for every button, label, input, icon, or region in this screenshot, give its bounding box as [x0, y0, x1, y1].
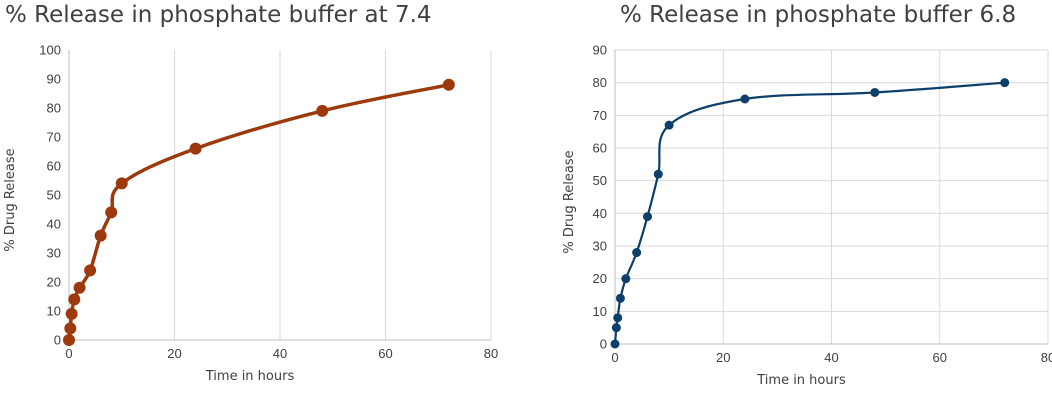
data-point [63, 334, 75, 346]
data-point [316, 104, 329, 117]
y-tick-label: 80 [47, 101, 61, 116]
x-tick-label: 80 [1041, 350, 1052, 365]
chart-panel-ph68: % Release in phosphate buffer 6.8 0 20 40 6… [540, 0, 1052, 404]
x-tick-label: 60 [378, 346, 392, 361]
data-point [94, 229, 107, 242]
y-tick-label: 40 [47, 217, 61, 232]
y-tick-label: 30 [47, 246, 61, 261]
series-line [67, 83, 450, 341]
chart-ph74: 0 20 40 60 80 0 10 20 30 40 50 60 70 80 90 100 Time in h… [3, 43, 498, 385]
y-tick-label: 20 [593, 271, 607, 286]
y-tick-label: 60 [593, 141, 607, 156]
y-tick-label: 50 [593, 173, 607, 188]
x-tick-label: 0 [611, 350, 618, 365]
data-point [84, 264, 97, 277]
y-tick-label: 80 [593, 75, 607, 90]
y-tick-label: 40 [593, 206, 607, 221]
chart-title: % Release in phosphate buffer 6.8 [620, 2, 1017, 28]
y-tick-label: 10 [47, 304, 61, 319]
chart-title: % Release in phosphate buffer at 7.4 [5, 2, 432, 28]
data-point [115, 177, 128, 190]
data-point [642, 212, 652, 222]
y-tick-label: 90 [593, 43, 607, 58]
y-tick-label: 20 [47, 275, 61, 290]
x-tick-label: 40 [824, 350, 838, 365]
y-tick-label: 10 [593, 304, 607, 319]
data-point [105, 206, 118, 219]
y-tick-label: 70 [593, 108, 607, 123]
data-point [65, 307, 78, 320]
y-axis-label: % Drug Release [562, 150, 577, 253]
x-tick-label: 40 [273, 346, 287, 361]
data-point [73, 281, 86, 294]
data-point [740, 94, 750, 104]
x-axis-label: Time in hours [205, 369, 295, 384]
data-point [610, 339, 620, 349]
chart-ph68: 0 20 40 60 80 0 10 20 30 40 50 60 70 80 90 Time in hour… [562, 43, 1052, 389]
data-point [613, 313, 623, 323]
data-point [664, 120, 674, 130]
chart-panel-ph74: % Release in phosphate buffer at 7.4 0 20… [0, 0, 520, 404]
data-point [621, 274, 631, 284]
data-point [68, 293, 81, 306]
data-point [611, 323, 621, 333]
data-point [615, 293, 625, 303]
y-tick-label: 60 [47, 159, 61, 174]
data-point [870, 87, 880, 97]
data-point [442, 78, 455, 91]
y-tick-label: 90 [47, 72, 61, 87]
x-tick-label: 20 [167, 346, 181, 361]
data-point [653, 169, 663, 179]
x-axis-label: Time in hours [756, 373, 846, 388]
data-point [632, 248, 642, 258]
data-point [1000, 78, 1010, 88]
x-tick-label: 80 [484, 346, 498, 361]
data-point [64, 322, 77, 335]
data-point [189, 142, 202, 155]
y-tick-label: 70 [47, 130, 61, 145]
x-tick-label: 60 [933, 350, 947, 365]
x-tick-label: 20 [716, 350, 730, 365]
y-tick-label: 50 [47, 188, 61, 203]
y-tick-label: 100 [39, 43, 61, 58]
y-axis-label: % Drug Release [3, 148, 18, 251]
y-tick-label: 30 [593, 239, 607, 254]
y-tick-label: 0 [600, 337, 607, 352]
y-tick-label: 0 [54, 333, 61, 348]
x-tick-label: 0 [65, 346, 72, 361]
